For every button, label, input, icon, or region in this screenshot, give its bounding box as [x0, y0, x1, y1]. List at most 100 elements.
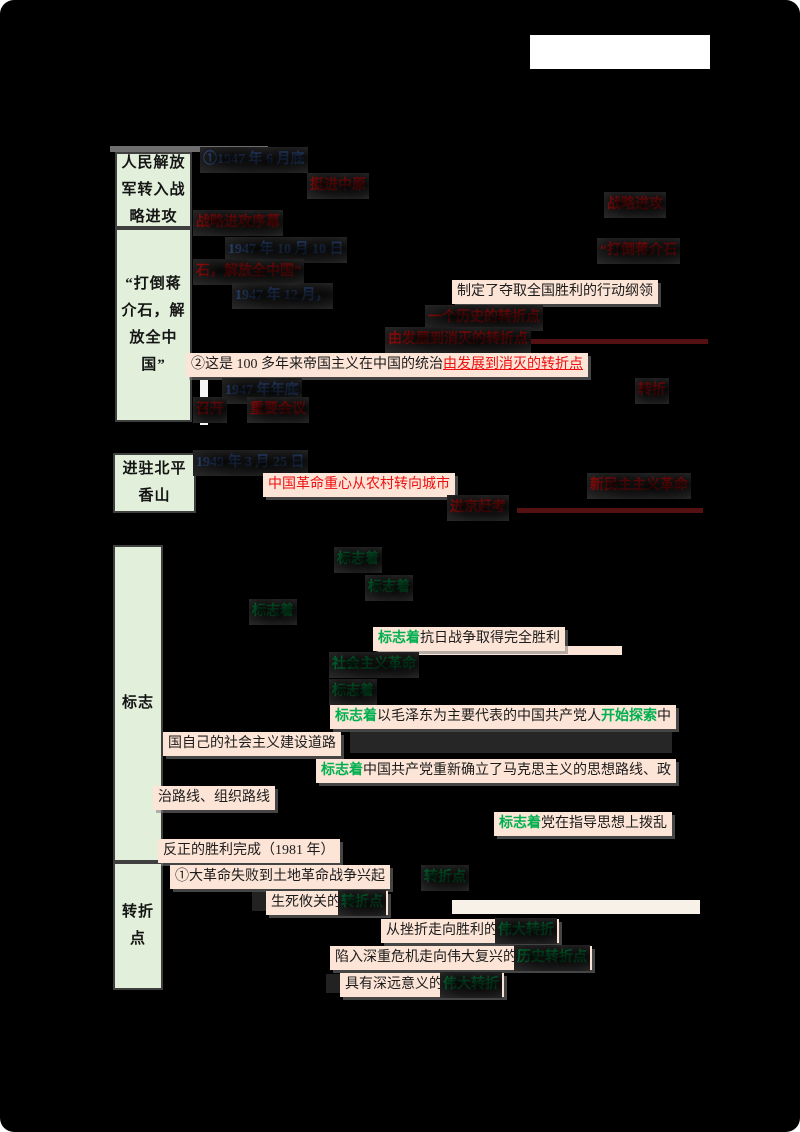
s5-pink-great-revolution-seg-0: ①大革命失败到土地革命战争兴起	[175, 869, 385, 884]
sidebar-box-strategic-offensive: 人民解放军转入战略进攻	[115, 152, 192, 228]
s1-redacted-frag-1-seg-0: 挺进中原	[307, 173, 369, 199]
s5-pink-crisis-to-rejuvenation-seg-1: 历史转折点	[514, 945, 590, 971]
s5-redacted-turning-1-seg-0: 转折点	[421, 865, 469, 891]
sidebar-box-overthrow-chiang-label: “打倒蒋介石，解放全中国”	[121, 276, 186, 373]
s3-redacted-frag-2-seg-0: 进京赶考	[447, 495, 509, 521]
s3-redacted-frag-1-seg-0: 新民主主义革命	[587, 473, 691, 499]
s2-redacted-turning-point-1: 一个历史的转折点	[425, 305, 543, 331]
sidebar-box-turning-points: 转折点	[113, 862, 163, 990]
s4-redacted-mark-5: 标志着	[329, 679, 377, 705]
s5-pink-setback-to-victory: 从挫折走向胜利的伟大转折	[381, 918, 559, 944]
s4-redacted-mark-2: 标志着	[365, 575, 413, 601]
sidebar-box-marks-label: 标志	[121, 695, 154, 711]
s2-pink-imperialism-quote-seg-0: ②这是 100 多年来帝国主义在中国的统治	[191, 357, 443, 372]
s2-redacted-turning-point-1-seg-0: 一个历史的转折点	[425, 305, 543, 331]
s3-redacted-frag-2: 进京赶考	[447, 495, 509, 521]
s4-pink-anti-japanese-victory: 标志着抗日战争取得完全胜利	[373, 627, 565, 651]
s2-redacted-frag-meeting-seg-0: 召开	[193, 397, 227, 423]
s4-redacted-mark-1-seg-0: 标志着	[334, 547, 382, 573]
s2-redacted-frag-right-seg-0: 转折	[635, 378, 669, 404]
s1-redacted-frag-1: 挺进中原	[307, 173, 369, 199]
s4-pink-marxism-lines-1-seg-1: 中国共产党重新确立了马克思主义的思想路线、政	[363, 763, 671, 778]
sidebar-box-overthrow-chiang: “打倒蒋介石，解放全中国”	[115, 228, 192, 422]
s2-redacted-frag-meeting-2: 重要会议	[247, 397, 309, 423]
s4-pink-mao-exploration-1-seg-3: 中	[657, 709, 671, 724]
s4-pink-mao-exploration-2-seg-0: 国自己的社会主义建设道路	[168, 736, 336, 751]
s2-redacted-slogan-head: “打倒蒋介石	[597, 238, 680, 264]
s5-redacted-turning-1: 转折点	[421, 865, 469, 891]
s2-redacted-turning-point-2: 由发展到消灭的转折点	[385, 327, 531, 353]
s2-date-dec-1947-seg-0: 1947 年 12 月，	[232, 283, 332, 309]
redaction-blotch-2	[252, 892, 268, 911]
maroon-underline-2	[517, 508, 703, 513]
s4-pink-mao-exploration-1: 标志着以毛泽东为主要代表的中国共产党人开始探索中	[330, 705, 676, 729]
s2-pink-action-program-seg-0: 制定了夺取全国胜利的行动纲领	[457, 284, 653, 299]
s2-redacted-slogan-head-seg-0: “打倒蒋介石	[597, 238, 680, 264]
s4-pink-marxism-lines-2-seg-0: 治路线、组织路线	[158, 790, 270, 805]
s2-pink-imperialism-quote-seg-1: 由发展到消灭的转折点	[443, 357, 583, 372]
s4-redacted-mark-4-seg-0: 社会主义革命	[329, 652, 419, 678]
s3-pink-revolution-center: 中国革命重心从农村转向城市	[263, 473, 455, 497]
table-border-remnant-top	[110, 146, 268, 152]
sidebar-box-xiangshan: 进驻北平香山	[113, 453, 196, 513]
redaction-blotch-1	[350, 732, 672, 753]
s4-redacted-mark-3-seg-0: 标志着	[249, 599, 297, 625]
s5-pink-setback-to-victory-seg-1: 伟大转折	[495, 918, 557, 944]
s2-date-oct-10-1947: 1947 年 10 月 10 日	[225, 237, 346, 263]
s5-pink-life-death-seg-0: 生死攸关的	[271, 895, 341, 910]
s5-pink-life-death: 生死攸关的转折点	[266, 890, 388, 916]
s4-pink-marxism-lines-2: 治路线、组织路线	[153, 786, 275, 810]
s2-redacted-slogan-tail: 石，解放全中国”	[193, 259, 304, 285]
s4-pink-boluan-fanzheng-1-seg-0: 标志着	[499, 816, 541, 831]
s4-redacted-mark-1: 标志着	[334, 547, 382, 573]
s4-pink-anti-japanese-victory-seg-0: 标志着	[378, 631, 420, 646]
s3-date-mar-25-1949: 1949 年 3 月 25 日	[193, 450, 307, 476]
s1-redacted-frag-2: 战略进攻	[604, 192, 666, 218]
s4-pink-marxism-lines-1: 标志着中国共产党重新确立了马克思主义的思想路线、政	[316, 759, 676, 783]
s5-pink-life-death-seg-1: 转折点	[338, 890, 386, 916]
blank-white-box	[530, 35, 710, 69]
s5-pink-far-reaching: 具有深远意义的伟大转折	[340, 972, 504, 998]
s4-pink-boluan-fanzheng-1: 标志着党在指导思想上拨乱	[494, 812, 672, 836]
s2-date-oct-10-1947-seg-0: 1947 年 10 月 10 日	[225, 237, 346, 263]
s3-pink-revolution-center-seg-0: 中国革命重心从农村转向城市	[268, 477, 450, 492]
s5-pink-crisis-to-rejuvenation-seg-0: 陷入深重危机走向伟大复兴的	[335, 950, 517, 965]
sidebar-box-marks: 标志	[113, 545, 163, 862]
sidebar-box-turning-points-label: 转折点	[121, 904, 154, 947]
s1-redacted-frag-3-seg-0: 战略进攻序幕	[193, 210, 283, 236]
s5-pink-setback-to-victory-seg-0: 从挫折走向胜利的	[386, 923, 498, 938]
redaction-blotch-3	[326, 974, 341, 993]
s2-date-dec-1947: 1947 年 12 月，	[232, 283, 332, 309]
s1-redacted-frag-2-seg-0: 战略进攻	[604, 192, 666, 218]
s4-pink-mao-exploration-2: 国自己的社会主义建设道路	[163, 732, 341, 756]
s5-pink-crisis-to-rejuvenation: 陷入深重危机走向伟大复兴的历史转折点	[330, 945, 592, 971]
s4-pink-marxism-lines-1-seg-0: 标志着	[321, 763, 363, 778]
sidebar-box-strategic-offensive-label: 人民解放军转入战略进攻	[121, 154, 186, 225]
s4-redacted-mark-5-seg-0: 标志着	[329, 679, 377, 705]
sidebar-box-xiangshan-label: 进驻北平香山	[122, 461, 187, 504]
s2-redacted-frag-meeting: 召开	[193, 397, 227, 423]
maroon-underline-1	[530, 339, 708, 344]
s4-redacted-mark-3: 标志着	[249, 599, 297, 625]
s4-pink-boluan-fanzheng-1-seg-1: 党在指导思想上拨乱	[541, 816, 667, 831]
cream-strip-remnant	[452, 900, 700, 914]
s2-date-end-1947-seg-0: 1947 年年底	[222, 378, 301, 404]
s4-pink-mao-exploration-1-seg-2: 开始探索	[601, 709, 657, 724]
s2-redacted-slogan-tail-seg-0: 石，解放全中国”	[193, 259, 304, 285]
s1-date-jun-1947-seg-0: ①1947 年 6 月底	[200, 147, 307, 173]
s3-date-mar-25-1949-seg-0: 1949 年 3 月 25 日	[193, 450, 307, 476]
s4-pink-anti-japanese-victory-seg-1: 抗日战争取得完全胜利	[420, 631, 560, 646]
s1-date-jun-1947: ①1947 年 6 月底	[200, 147, 307, 173]
s4-pink-boluan-fanzheng-2-seg-0: 反正的胜利完成（1981 年）	[163, 843, 335, 858]
s4-pink-mao-exploration-1-seg-1: 以毛泽东为主要代表的中国共产党人	[377, 709, 601, 724]
s2-redacted-turning-point-2-seg-0: 由发展到消灭的转折点	[385, 327, 531, 353]
s4-pink-mao-exploration-1-seg-0: 标志着	[335, 709, 377, 724]
s5-pink-great-revolution: ①大革命失败到土地革命战争兴起	[170, 865, 390, 889]
s5-pink-far-reaching-seg-1: 伟大转折	[440, 972, 502, 998]
s2-pink-action-program: 制定了夺取全国胜利的行动纲领	[452, 280, 658, 304]
s4-redacted-mark-2-seg-0: 标志着	[365, 575, 413, 601]
s2-pink-imperialism-quote: ②这是 100 多年来帝国主义在中国的统治由发展到消灭的转折点	[186, 353, 588, 377]
s2-redacted-frag-meeting-2-seg-0: 重要会议	[247, 397, 309, 423]
s1-redacted-frag-3: 战略进攻序幕	[193, 210, 283, 236]
